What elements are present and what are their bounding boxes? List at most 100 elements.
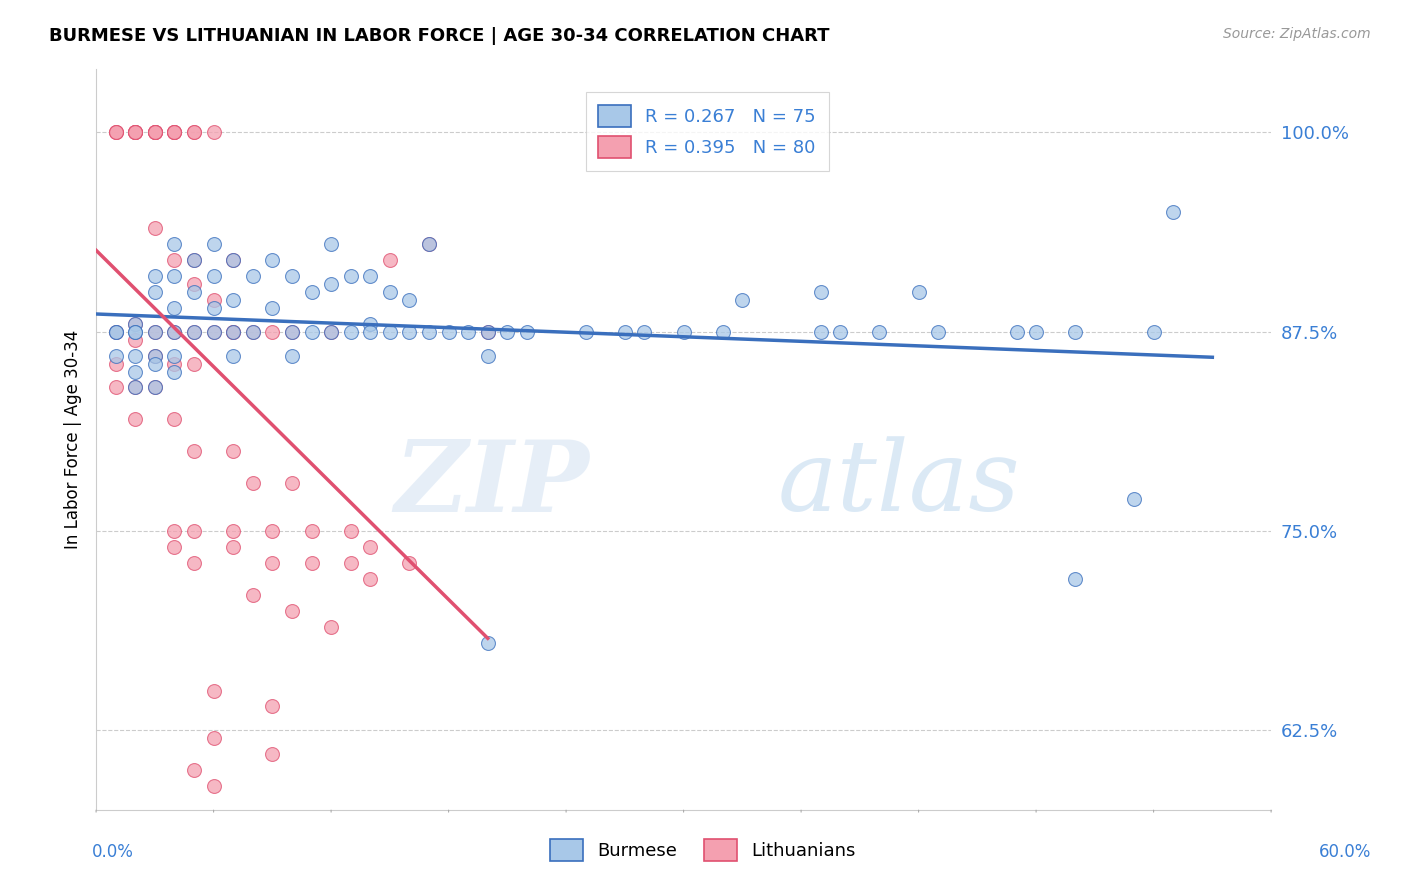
Point xyxy=(183,252,205,267)
Point xyxy=(183,556,205,570)
Point xyxy=(202,325,225,339)
Point xyxy=(124,349,146,363)
Point xyxy=(143,380,166,394)
Point xyxy=(183,252,205,267)
Point xyxy=(143,125,166,139)
Point xyxy=(613,325,636,339)
Point xyxy=(143,325,166,339)
Point xyxy=(202,779,225,793)
Point xyxy=(477,325,499,339)
Point xyxy=(202,236,225,251)
Point xyxy=(143,349,166,363)
Point xyxy=(222,444,245,458)
Point xyxy=(927,325,949,339)
Point xyxy=(202,325,225,339)
Point xyxy=(202,731,225,746)
Point xyxy=(183,325,205,339)
Point xyxy=(163,252,186,267)
Point xyxy=(183,357,205,371)
Point xyxy=(868,325,890,339)
Text: Source: ZipAtlas.com: Source: ZipAtlas.com xyxy=(1223,27,1371,41)
Point xyxy=(262,524,284,538)
Point xyxy=(183,125,205,139)
Point xyxy=(339,524,361,538)
Point xyxy=(281,325,304,339)
Point xyxy=(516,325,538,339)
Point xyxy=(830,325,852,339)
Point xyxy=(281,325,304,339)
Point xyxy=(711,325,734,339)
Point xyxy=(163,412,186,426)
Point xyxy=(183,325,205,339)
Point xyxy=(124,125,146,139)
Point xyxy=(398,325,420,339)
Point xyxy=(104,349,127,363)
Point xyxy=(242,268,264,283)
Point xyxy=(359,325,381,339)
Point xyxy=(202,268,225,283)
Point xyxy=(378,325,401,339)
Text: 60.0%: 60.0% xyxy=(1319,843,1371,861)
Text: ZIP: ZIP xyxy=(395,435,589,532)
Legend: Burmese, Lithuanians: Burmese, Lithuanians xyxy=(540,829,866,872)
Point xyxy=(124,412,146,426)
Point xyxy=(202,125,225,139)
Point xyxy=(1005,325,1028,339)
Point xyxy=(143,125,166,139)
Point xyxy=(202,301,225,315)
Point xyxy=(222,325,245,339)
Point xyxy=(418,236,440,251)
Point xyxy=(202,683,225,698)
Point xyxy=(437,325,460,339)
Point xyxy=(281,476,304,491)
Point xyxy=(222,293,245,307)
Point xyxy=(163,325,186,339)
Point xyxy=(301,325,323,339)
Point xyxy=(202,293,225,307)
Point xyxy=(104,357,127,371)
Point xyxy=(339,268,361,283)
Point xyxy=(163,125,186,139)
Point xyxy=(163,125,186,139)
Point xyxy=(418,325,440,339)
Text: atlas: atlas xyxy=(778,436,1021,532)
Point xyxy=(222,252,245,267)
Point xyxy=(163,268,186,283)
Point xyxy=(242,325,264,339)
Point xyxy=(281,268,304,283)
Point xyxy=(124,325,146,339)
Point xyxy=(143,125,166,139)
Point xyxy=(262,556,284,570)
Point xyxy=(183,524,205,538)
Point xyxy=(810,285,832,299)
Point xyxy=(398,556,420,570)
Point xyxy=(183,764,205,778)
Point xyxy=(183,125,205,139)
Point xyxy=(143,268,166,283)
Point xyxy=(262,325,284,339)
Point xyxy=(143,357,166,371)
Point xyxy=(222,524,245,538)
Point xyxy=(633,325,655,339)
Point xyxy=(222,252,245,267)
Point xyxy=(1064,572,1087,586)
Point xyxy=(319,620,342,634)
Point xyxy=(262,699,284,714)
Point xyxy=(262,747,284,762)
Point xyxy=(281,604,304,618)
Point xyxy=(731,293,754,307)
Point xyxy=(301,285,323,299)
Point xyxy=(907,285,929,299)
Point xyxy=(124,325,146,339)
Point xyxy=(222,325,245,339)
Point xyxy=(163,357,186,371)
Point xyxy=(575,325,598,339)
Point xyxy=(124,380,146,394)
Point xyxy=(104,125,127,139)
Point xyxy=(1142,325,1164,339)
Point xyxy=(143,325,166,339)
Text: BURMESE VS LITHUANIAN IN LABOR FORCE | AGE 30-34 CORRELATION CHART: BURMESE VS LITHUANIAN IN LABOR FORCE | A… xyxy=(49,27,830,45)
Point xyxy=(143,125,166,139)
Point xyxy=(104,380,127,394)
Point xyxy=(398,293,420,307)
